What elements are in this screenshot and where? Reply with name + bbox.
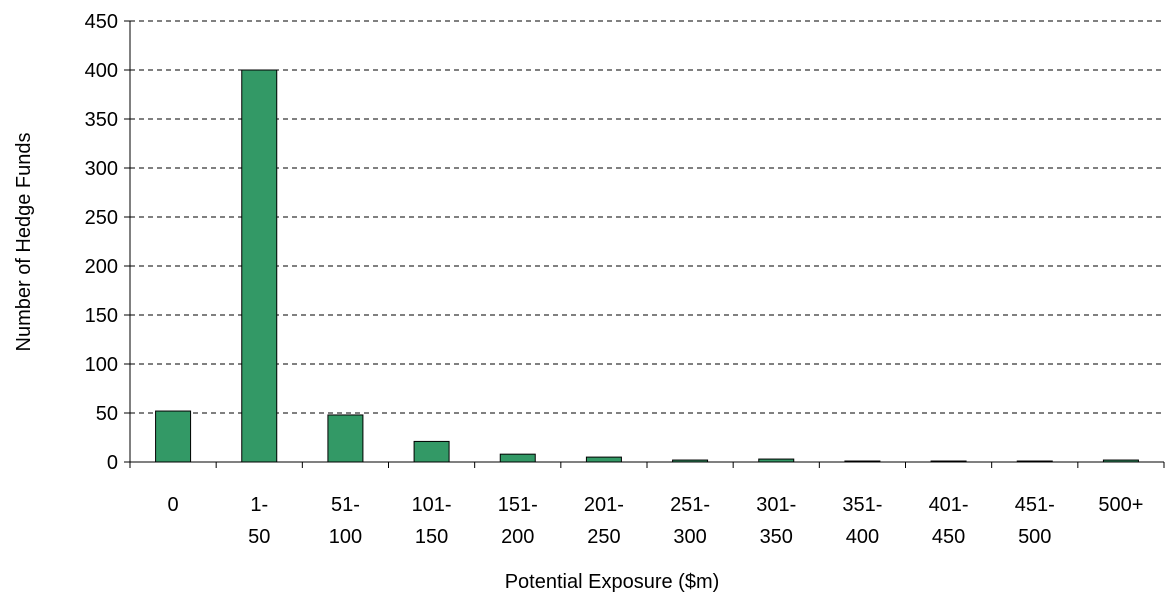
x-tick-label-line: 201-: [584, 494, 624, 516]
bar: [155, 410, 192, 463]
x-tick-label: 451- 500: [1015, 494, 1055, 548]
y-tick-label: 50: [96, 403, 118, 425]
bar: [672, 459, 709, 463]
x-tick-label-line: 301-: [756, 494, 796, 516]
bar: [930, 460, 967, 463]
bar: [758, 458, 795, 463]
x-tick-label-line: 101-: [412, 494, 452, 516]
bar: [413, 440, 450, 463]
x-tick-label: 0: [168, 494, 179, 516]
x-tick-label: 351- 400: [842, 494, 882, 548]
x-tick-label-line: 300: [673, 526, 706, 548]
bar: [1016, 460, 1053, 463]
y-tick-label: 350: [85, 109, 118, 131]
y-axis-label: Number of Hedge Funds: [13, 132, 35, 351]
x-tick-label: 151- 200: [498, 494, 538, 548]
y-tick-label: 250: [85, 207, 118, 229]
x-tick-label-line: 200: [501, 526, 534, 548]
x-tick-label-line: 250: [587, 526, 620, 548]
x-tick-label-line: 51-: [331, 494, 360, 516]
x-tick-label: 101- 150: [412, 494, 452, 548]
x-tick-label: 401- 450: [929, 494, 969, 548]
x-tick-label-line: 251-: [670, 494, 710, 516]
x-tick-label-line: 1-: [250, 494, 268, 516]
bar: [844, 460, 881, 463]
x-tick-label: 251- 300: [670, 494, 710, 548]
x-tick-label-line: 50: [248, 526, 270, 548]
x-tick-label: 500+: [1098, 494, 1143, 516]
x-tick-label-line: 450: [932, 526, 965, 548]
x-tick-label-line: 151-: [498, 494, 538, 516]
x-tick-label-line: 150: [415, 526, 448, 548]
y-tick-label: 450: [85, 11, 118, 33]
y-tick-label: 100: [85, 354, 118, 376]
y-tick-label: 150: [85, 305, 118, 327]
bar: [499, 453, 536, 463]
y-tick-label: 200: [85, 256, 118, 278]
x-tick-label-line: 351-: [842, 494, 882, 516]
x-axis-label: Potential Exposure ($m): [505, 571, 720, 593]
bar: [327, 414, 364, 463]
x-tick-label-line: 350: [760, 526, 793, 548]
x-tick-label: 51-100: [329, 494, 362, 548]
x-tick-label: 1-50: [248, 494, 270, 548]
x-tick-label-line: 400: [846, 526, 879, 548]
x-tick-label-line: 100: [329, 526, 362, 548]
x-tick-label-line: 500: [1018, 526, 1051, 548]
x-tick-label: 201- 250: [584, 494, 624, 548]
bar: [241, 69, 278, 463]
x-tick-label-line: 401-: [929, 494, 969, 516]
x-tick-label: 301- 350: [756, 494, 796, 548]
y-tick-label: 0: [107, 452, 118, 474]
y-tick-label: 300: [85, 158, 118, 180]
x-tick-label-line: 451-: [1015, 494, 1055, 516]
bar: [1102, 459, 1139, 463]
bar: [585, 456, 622, 463]
y-tick-label: 400: [85, 60, 118, 82]
